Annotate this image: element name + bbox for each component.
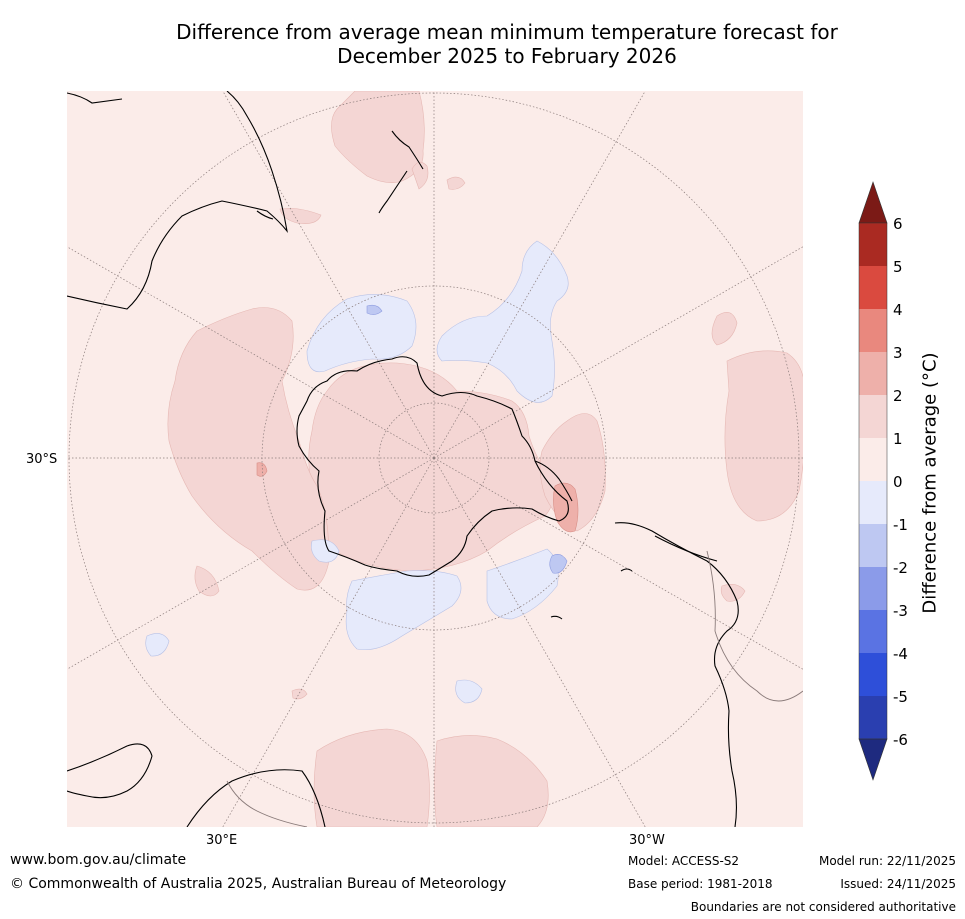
new-zealand-north [391,130,424,170]
anomaly-region-indian-small [194,565,220,597]
colorbar-tick-4: 4 [893,301,903,319]
meridian-120w [433,246,803,459]
colorbar-tick-neg5: -5 [893,688,908,706]
cool-region-weddell [486,548,559,620]
antarctica-coastline [296,356,569,577]
cool-region-indian-sector [306,294,417,373]
cool-region-atlantic-south [345,570,462,650]
antarctic-map [67,91,803,827]
anomaly-1-2-regions [167,91,803,827]
colorbar-tick-6: 6 [893,215,903,233]
africa-coastline [67,743,153,799]
colorbar-band-neg2-neg1 [859,524,887,567]
title-line-1: Difference from average mean minimum tem… [176,20,838,44]
anomaly-region-coral-small [279,207,322,224]
colorbar-arrow-top [858,181,888,224]
colorbar-band-neg6-neg5 [859,696,887,739]
colorbar-tick-neg6: -6 [893,731,908,749]
colorbar-tick-neg2: -2 [893,559,908,577]
colorbar-tick-2: 2 [893,387,903,405]
colorbar-band-neg1-0 [859,481,887,524]
australia-southwest [67,92,123,104]
title-line-2: December 2025 to February 2026 [337,44,677,68]
cool-region-southwest-small [455,679,483,704]
colorbar-label: Difference from average (°C) [919,352,941,614]
colorbar-band-3-4 [859,309,887,352]
boundary-disclaimer: Boundaries are not considered authoritat… [690,900,956,914]
colorbar-band-1-2 [859,395,887,438]
anomaly-neg2-neg1-regions [366,304,568,574]
australia-coastline [67,91,288,310]
meridian-150w [433,91,646,459]
label-30e: 30°E [206,833,238,848]
colorbar-band-5-6 [859,223,887,266]
anomaly-region-australia [331,91,425,183]
copyright-notice: © Commonwealth of Australia 2025, Austra… [10,876,507,892]
tasmania [256,210,274,220]
label-30w: 30°W [629,833,665,848]
meridian-30e [222,91,435,459]
colorbar-tick-3: 3 [893,344,903,362]
colorbar-band-neg4-neg3 [859,610,887,653]
meridian-150e [222,457,435,827]
colorbar-tick-5: 5 [893,258,903,276]
anomaly-region-south-africa [313,728,430,827]
colorbar-band-4-5 [859,266,887,309]
meridian-60e [67,246,435,459]
anomaly-region-east-pacific [724,350,803,522]
antarctic-peninsula [534,460,573,502]
coastlines [67,91,739,827]
falkland-islands [620,568,633,572]
graticule [67,91,803,827]
anomaly-region-tasman [411,161,429,190]
bom-url: www.bom.gov.au/climate [10,852,187,868]
south-america-coastline [614,522,739,827]
colorbar-band-0-1 [859,438,887,481]
colorbar [858,181,888,781]
meridian-30w [433,457,646,827]
model-name: Model: ACCESS-S2 [628,854,740,868]
colorbar-dividers [858,222,888,740]
colorbar-tick-0: 0 [893,473,903,491]
meridian-120e [67,457,435,670]
colorbar-tick-neg1: -1 [893,516,908,534]
south-georgia [550,615,563,620]
cold-region-small-2 [549,554,568,574]
latitude-circle-80s [378,402,490,514]
country-borders [226,550,803,827]
label-30s: 30°S [26,452,58,467]
anomaly-region-2-3-indian [256,462,268,477]
cool-region-south-small [145,633,170,657]
issued-date: Issued: 24/11/2025 [840,877,956,891]
base-period: Base period: 1981-2018 [628,877,773,891]
colorbar-tick-neg4: -4 [893,645,908,663]
colorbar-band-2-3 [859,352,887,395]
cool-region-east-small [311,539,340,563]
colorbar-tick-neg3: -3 [893,602,908,620]
new-zealand-south [378,170,408,214]
border-africa [226,780,308,827]
colorbar-arrow-bottom [858,738,888,781]
colorbar-band-neg3-neg2 [859,567,887,610]
colorbar-tick-1: 1 [893,430,903,448]
colorbar-band-neg5-neg4 [859,653,887,696]
cold-region-small-1 [366,304,383,315]
anomaly-region-islets [446,176,466,190]
africa-south-coastline [186,769,326,827]
anomaly-region-pacific-small [711,311,738,346]
meridian-60w [433,457,803,670]
south-america-inner [654,535,718,562]
anomaly-region-madagascar-sea [434,735,549,827]
chart-title: Difference from average mean minimum tem… [0,20,965,68]
model-run-date: Model run: 22/11/2025 [818,854,956,868]
border-south-america [706,550,803,702]
